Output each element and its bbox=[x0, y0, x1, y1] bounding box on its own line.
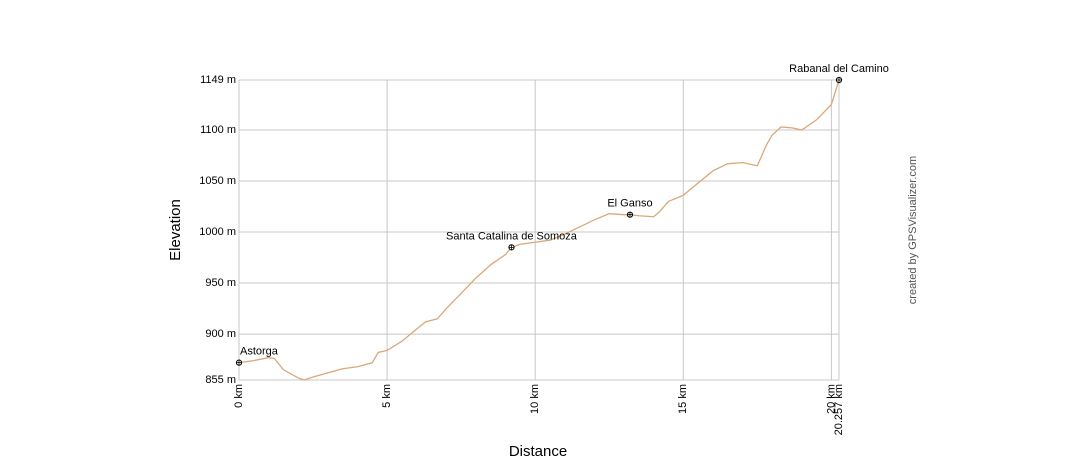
y-tick-label: 1000 m bbox=[199, 226, 236, 238]
y-tick-label: 855 m bbox=[205, 374, 236, 386]
x-tick-label: 0 km bbox=[233, 384, 245, 408]
y-tick-label: 1100 m bbox=[200, 124, 236, 136]
waypoint: Rabanal del Camino bbox=[789, 63, 889, 84]
y-tick-label: 1149 m bbox=[200, 74, 236, 86]
waypoint-label: El Ganso bbox=[607, 198, 652, 210]
waypoint-cross bbox=[508, 244, 515, 250]
waypoint-label: Astorga bbox=[240, 346, 279, 358]
y-tick-label: 900 m bbox=[205, 328, 236, 340]
waypoint-cross bbox=[236, 360, 242, 366]
waypoint-label: Rabanal del Camino bbox=[789, 63, 889, 75]
x-tick-label: 15 km bbox=[677, 384, 689, 414]
y-axis-title: Elevation bbox=[167, 199, 184, 261]
waypoint-label: Santa Catalina de Somoza bbox=[446, 230, 578, 242]
waypoint-cross bbox=[836, 77, 842, 83]
waypoint: Santa Catalina de Somoza bbox=[446, 230, 578, 251]
y-tick-label: 950 m bbox=[205, 277, 236, 289]
x-tick-label: 20.257 km bbox=[833, 384, 845, 435]
x-axis-title: Distance bbox=[509, 443, 567, 460]
waypoint-cross bbox=[627, 212, 633, 218]
x-tick-label: 5 km bbox=[381, 384, 393, 408]
elevation-line bbox=[238, 79, 840, 381]
x-tick-label: 10 km bbox=[529, 384, 541, 414]
x-tick-label: 20 km bbox=[825, 384, 837, 414]
credit: created by GPSVisualizer.com bbox=[907, 156, 919, 304]
waypoint: Astorga bbox=[235, 346, 279, 366]
waypoint: El Ganso bbox=[607, 198, 653, 218]
y-tick-label: 1050 m bbox=[199, 175, 236, 187]
